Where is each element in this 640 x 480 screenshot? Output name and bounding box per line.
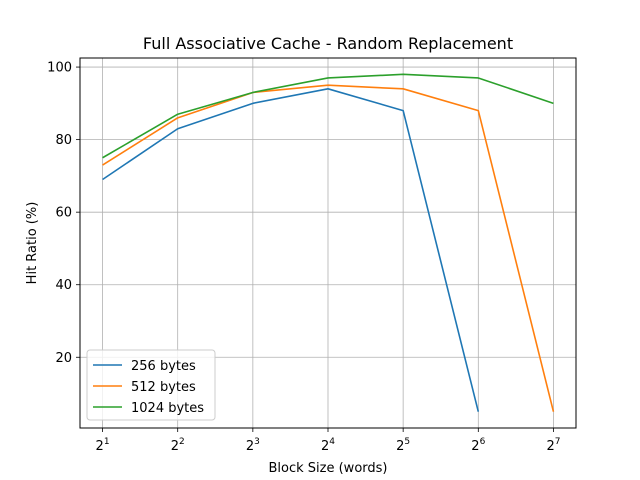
legend-label: 512 bytes: [131, 380, 196, 395]
x-tick-label: 27: [546, 437, 560, 454]
legend-label: 1024 bytes: [131, 401, 204, 416]
legend-label: 256 bytes: [131, 359, 196, 374]
x-tick-label: 26: [471, 437, 485, 454]
legend-box: [86, 349, 216, 421]
x-axis-label: Block Size (words): [269, 461, 388, 476]
y-tick-label: 20: [55, 351, 72, 366]
y-tick-label: 80: [55, 133, 72, 148]
y-axis: 20 40 60 80 100: [47, 61, 80, 366]
y-tick-label: 100: [47, 61, 72, 76]
legend: 256 bytes 512 bytes 1024 bytes: [86, 349, 216, 421]
x-tick-label: 23: [246, 437, 260, 454]
x-tick-label: 24: [321, 437, 335, 454]
y-tick-label: 40: [55, 278, 72, 293]
series-line: [102, 88, 480, 412]
x-tick-label: 21: [96, 437, 110, 454]
series-line: [102, 84, 555, 412]
y-axis-label: Hit Ratio (%): [25, 202, 40, 285]
series-lines: [102, 73, 555, 412]
y-tick-label: 60: [55, 206, 72, 221]
x-axis: 21 22 23 24 25 26 27: [96, 428, 560, 454]
series-line: [102, 73, 554, 159]
chart-title: Full Associative Cache - Random Replacem…: [143, 34, 513, 53]
x-tick-label: 22: [171, 437, 185, 454]
x-tick-label: 25: [396, 437, 410, 454]
